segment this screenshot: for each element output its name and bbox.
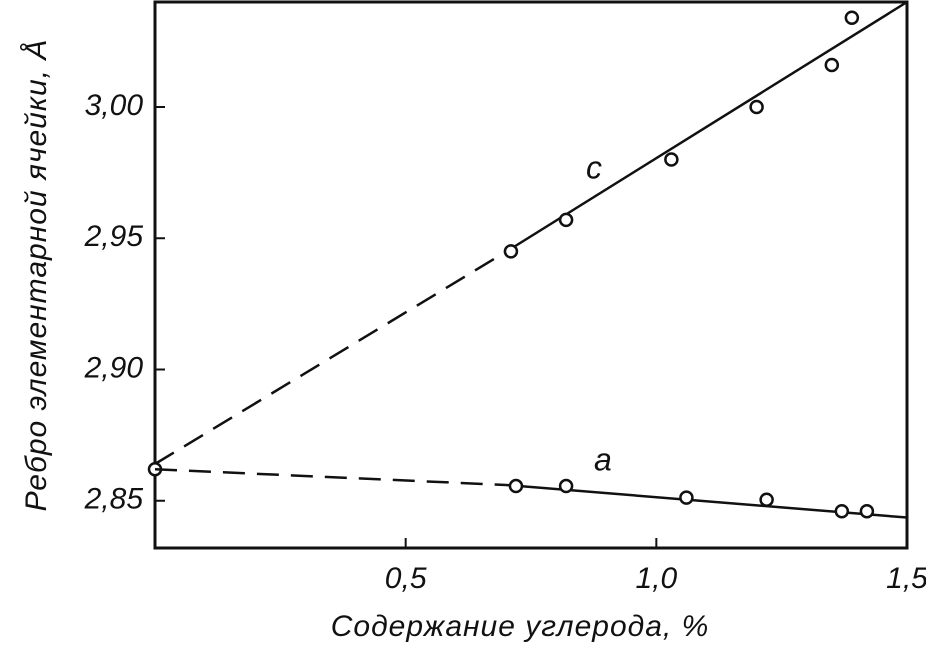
plot-frame xyxy=(153,0,909,550)
data-point xyxy=(859,504,875,519)
data-point xyxy=(749,99,764,115)
data-point xyxy=(508,478,524,494)
y-tick-label: 3,00 xyxy=(85,89,144,122)
y-tick-label: 2,85 xyxy=(84,483,144,516)
data-point xyxy=(834,504,850,519)
fit-line xyxy=(510,0,908,250)
y-tick-label: 2,90 xyxy=(84,351,144,384)
x-tick-label: 0,5 xyxy=(385,562,427,595)
data-point xyxy=(558,212,574,228)
data-point xyxy=(844,10,860,25)
data-point xyxy=(679,490,694,505)
data-point xyxy=(824,57,840,73)
x-tick-label: 1,5 xyxy=(886,562,926,595)
y-axis-title: Ребро элементарной ячейки, Å xyxy=(20,39,53,512)
series-label: c xyxy=(586,149,602,185)
data-point xyxy=(759,492,774,507)
data-point xyxy=(664,152,679,167)
y-tick-label: 2,95 xyxy=(84,220,144,253)
x-axis-title: Содержание углерода, % xyxy=(331,610,710,643)
data-point xyxy=(503,244,519,259)
series-label: a xyxy=(594,441,612,477)
fit-line xyxy=(154,468,506,487)
x-tick-label: 1,0 xyxy=(635,562,677,595)
fit-line xyxy=(154,247,512,466)
data-point xyxy=(558,478,574,494)
